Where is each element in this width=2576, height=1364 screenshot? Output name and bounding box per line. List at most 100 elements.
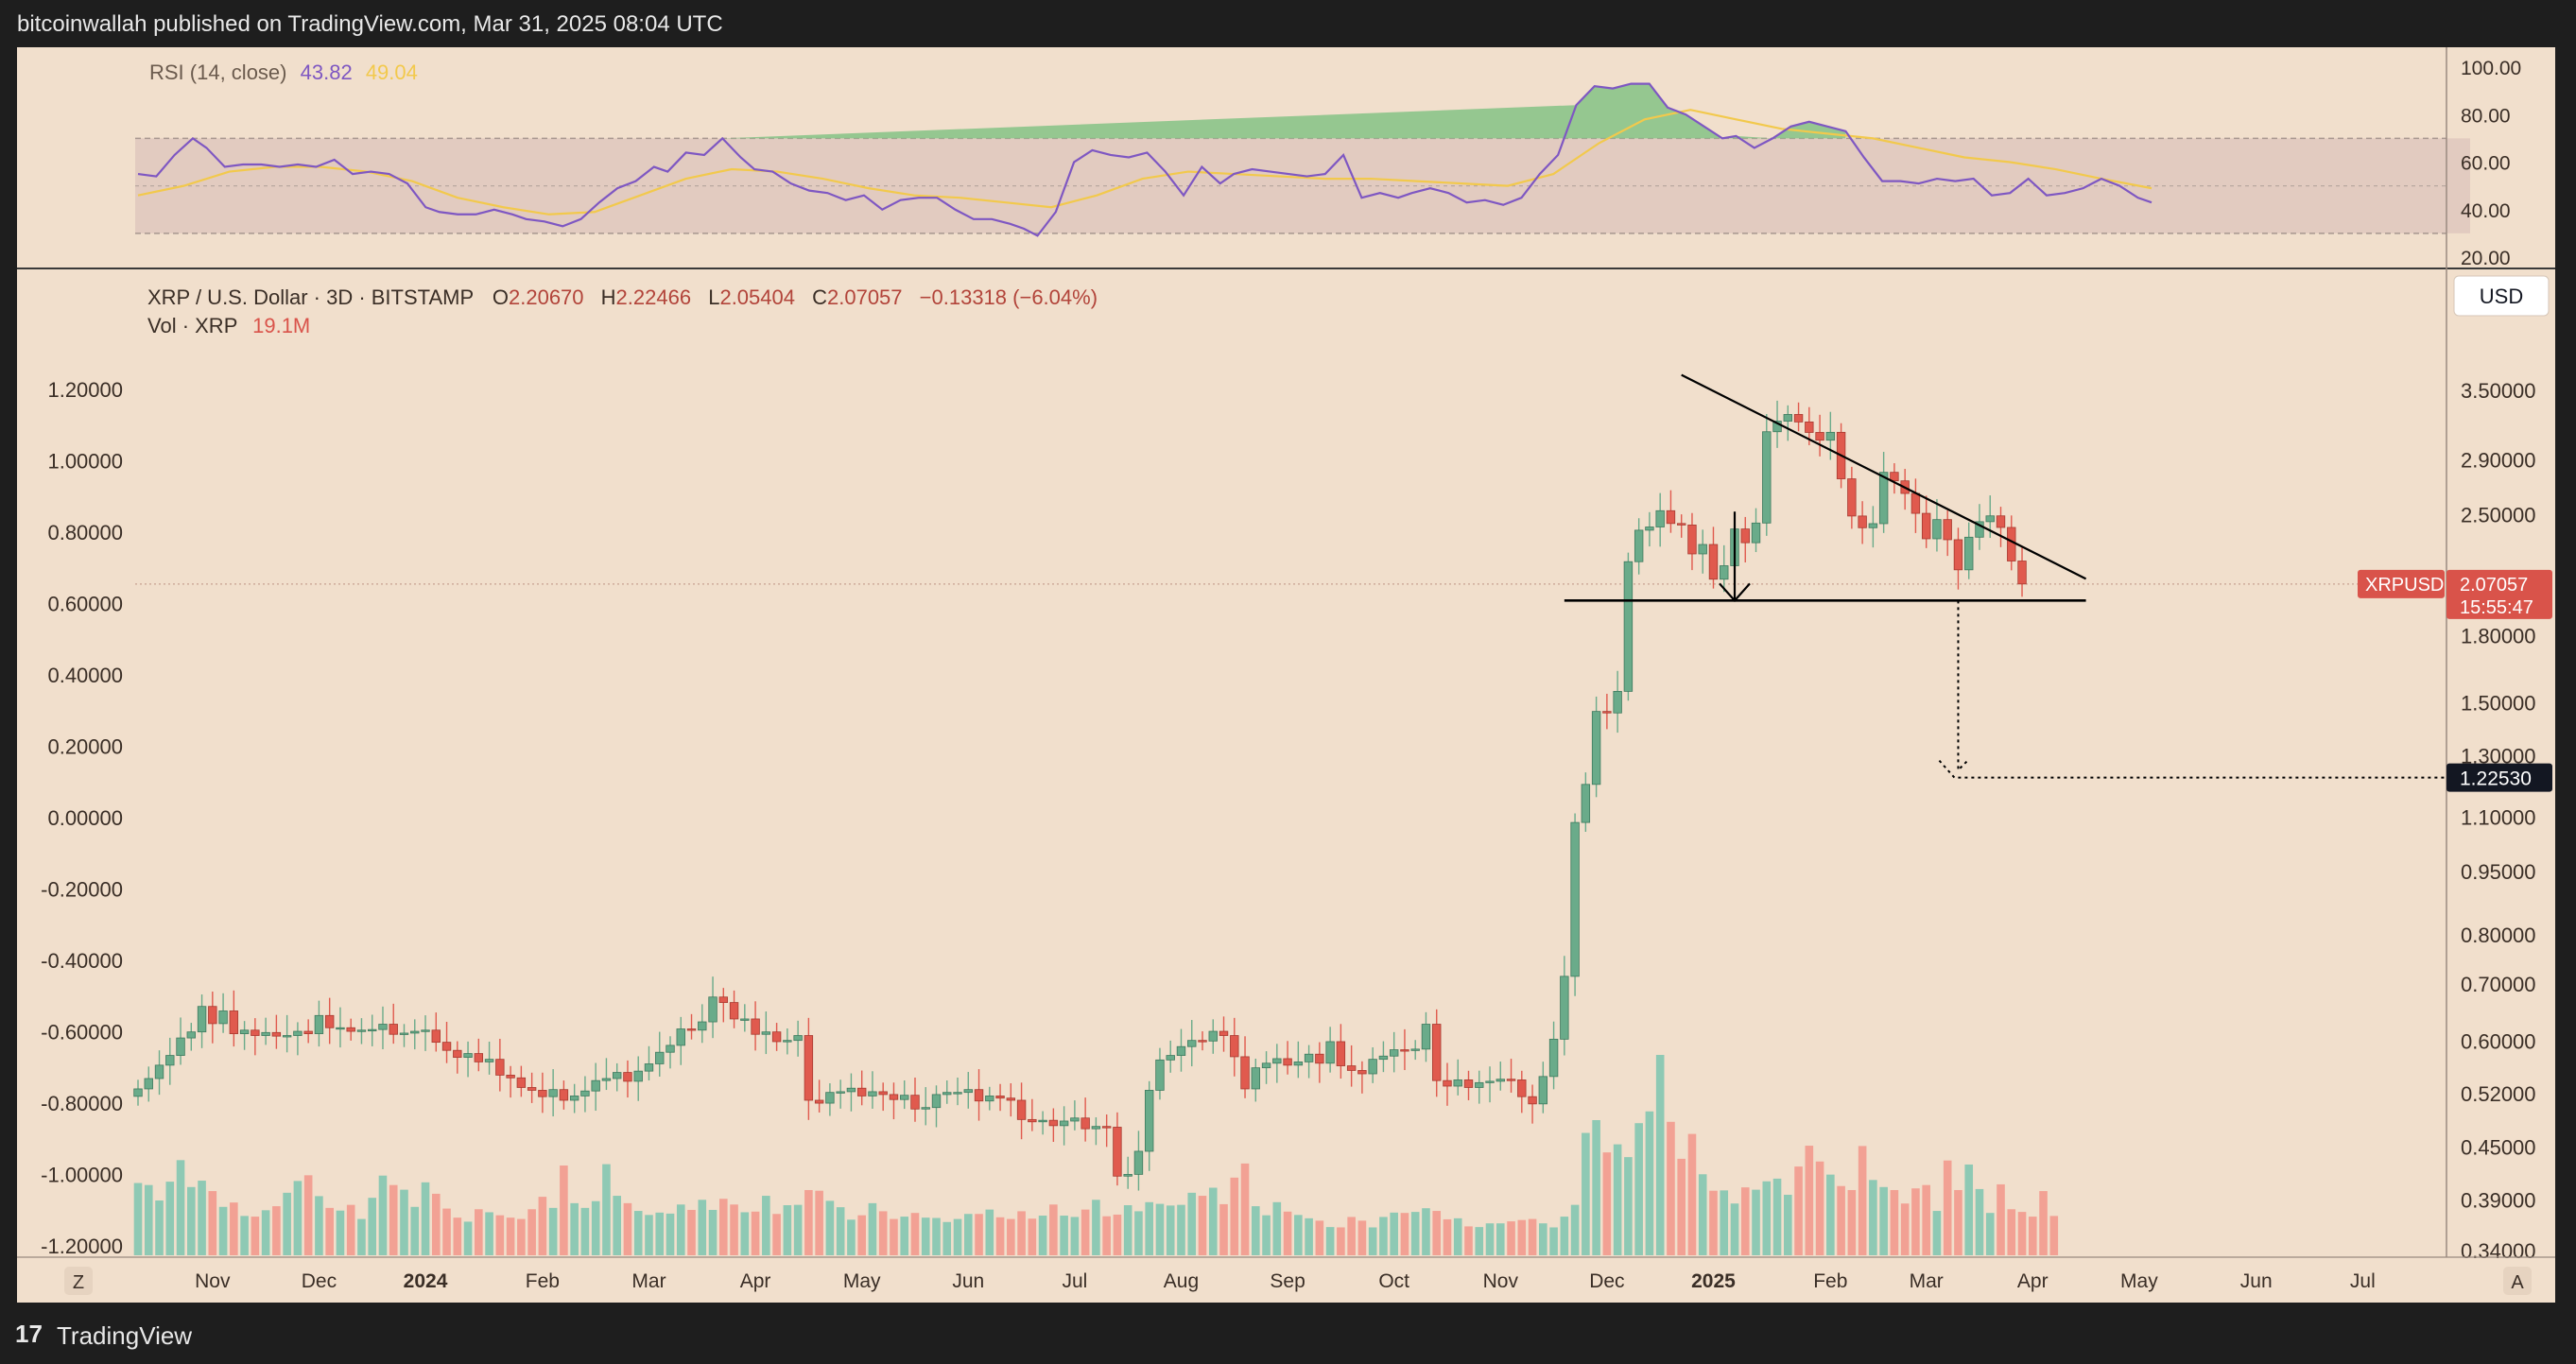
candle-body[interactable] [1506, 1079, 1516, 1081]
candle-body[interactable] [1432, 1024, 1442, 1081]
currency-button-bg[interactable] [2453, 275, 2550, 317]
candle-body[interactable] [1400, 1049, 1409, 1052]
candle-body[interactable] [985, 1096, 994, 1102]
candle-body[interactable] [1453, 1079, 1462, 1087]
candle-body[interactable] [633, 1070, 643, 1082]
candle-body[interactable] [389, 1024, 398, 1035]
candle-body[interactable] [346, 1027, 355, 1032]
currency-button[interactable]: USD [2453, 275, 2550, 317]
candle-body[interactable] [421, 1029, 430, 1032]
candle-body[interactable] [1687, 525, 1697, 555]
candle-body[interactable] [1548, 1038, 1559, 1078]
target-level-line[interactable] [1938, 759, 2446, 779]
candle-body[interactable] [144, 1078, 153, 1090]
candle-body[interactable] [1878, 472, 1889, 525]
candle-body[interactable] [1740, 528, 1750, 544]
candle-body[interactable] [378, 1024, 388, 1030]
candle-body[interactable] [910, 1095, 920, 1110]
candle-body[interactable] [931, 1094, 942, 1109]
candle-body[interactable] [1677, 523, 1686, 526]
candle-body[interactable] [548, 1089, 558, 1097]
candle-body[interactable] [793, 1035, 803, 1042]
candle-body[interactable] [1304, 1053, 1314, 1062]
candle-body[interactable] [239, 1029, 250, 1034]
tradingview-logo-icon[interactable]: 17 [15, 1320, 43, 1348]
candle-body[interactable] [1293, 1061, 1304, 1066]
candle-body[interactable] [1890, 472, 1899, 482]
candle-body[interactable] [1517, 1079, 1527, 1097]
candle-body[interactable] [538, 1090, 547, 1097]
candle-body[interactable] [1538, 1076, 1548, 1105]
candle-body[interactable] [1708, 544, 1719, 580]
candle-body[interactable] [1283, 1058, 1292, 1066]
candle-body[interactable] [676, 1028, 685, 1046]
candle-body[interactable] [176, 1037, 185, 1056]
candle-body[interactable] [1101, 1126, 1112, 1129]
left-scale-button-label[interactable]: Z [73, 1272, 84, 1293]
candle-body[interactable] [1325, 1041, 1335, 1064]
candle-body[interactable] [942, 1092, 952, 1096]
candle-body[interactable] [1560, 976, 1569, 1040]
candle-body[interactable] [1581, 784, 1591, 823]
candle-body[interactable] [1634, 529, 1644, 562]
candle-body[interactable] [814, 1099, 824, 1104]
candle-body[interactable] [1166, 1055, 1175, 1061]
candle-body[interactable] [1623, 561, 1634, 692]
candle-body[interactable] [1953, 539, 1963, 571]
candle-body[interactable] [1751, 522, 1761, 544]
candle-body[interactable] [527, 1087, 537, 1091]
candle-body[interactable] [1113, 1127, 1122, 1177]
candle-body[interactable] [506, 1075, 515, 1079]
candle-body[interactable] [1028, 1118, 1037, 1123]
candle-body[interactable] [921, 1107, 930, 1110]
candle-body[interactable] [1868, 523, 1878, 528]
tradingview-brand[interactable]: TradingView [57, 1321, 193, 1350]
candle-body[interactable] [856, 1087, 867, 1096]
candle-body[interactable] [251, 1029, 260, 1036]
candle-body[interactable] [1016, 1099, 1027, 1120]
candle-body[interactable] [569, 1096, 579, 1101]
candle-body[interactable] [1783, 414, 1793, 422]
candle-body[interactable] [1591, 711, 1601, 786]
candle-body[interactable] [740, 1018, 750, 1021]
candle-body[interactable] [1038, 1119, 1047, 1123]
candle-body[interactable] [516, 1077, 527, 1088]
candle-body[interactable] [1815, 432, 1824, 441]
candle-body[interactable] [1145, 1090, 1154, 1152]
candle-body[interactable] [761, 1031, 771, 1035]
candle-body[interactable] [963, 1089, 973, 1094]
candle-body[interactable] [1996, 515, 2006, 528]
volume-legend[interactable]: Vol · XRP 19.1M [147, 314, 310, 337]
candle-body[interactable] [1187, 1040, 1197, 1047]
candle-body[interactable] [1123, 1173, 1132, 1177]
left-price-axis[interactable]: 1.20000 1.00000 0.80000 0.60000 0.40000 0.200… [41, 378, 123, 1258]
candle-body[interactable] [229, 1010, 239, 1034]
candle-body[interactable] [1655, 509, 1665, 527]
candle-body[interactable] [1006, 1097, 1016, 1101]
candle-body[interactable] [1198, 1040, 1207, 1043]
candle-body[interactable] [1698, 544, 1707, 555]
candle-body[interactable] [1240, 1056, 1250, 1090]
candle-body[interactable] [644, 1063, 654, 1072]
candle-body[interactable] [1357, 1070, 1367, 1075]
candle-body[interactable] [974, 1089, 984, 1102]
candle-body[interactable] [399, 1032, 409, 1035]
candle-body[interactable] [1932, 519, 1942, 540]
candle-body[interactable] [1602, 711, 1612, 714]
candle-body[interactable] [1847, 478, 1857, 517]
candle-body[interactable] [1219, 1030, 1229, 1036]
candle-body[interactable] [771, 1031, 782, 1043]
candle-body[interactable] [698, 1021, 707, 1031]
candle-body[interactable] [1528, 1096, 1537, 1105]
candle-body[interactable] [591, 1079, 600, 1092]
candle-body[interactable] [453, 1049, 462, 1059]
candle-body[interactable] [1251, 1067, 1261, 1090]
symbol-legend[interactable]: XRP / U.S. Dollar · 3D · BITSTAMP O2.206… [147, 285, 1098, 309]
currency-button-label[interactable]: USD [2480, 285, 2523, 308]
candle-body[interactable] [751, 1018, 760, 1035]
candle-body[interactable] [846, 1087, 856, 1093]
candle-body[interactable] [303, 1030, 313, 1034]
candle-body[interactable] [889, 1094, 899, 1100]
candle-body[interactable] [1613, 691, 1622, 714]
candle-body[interactable] [1964, 536, 1974, 571]
